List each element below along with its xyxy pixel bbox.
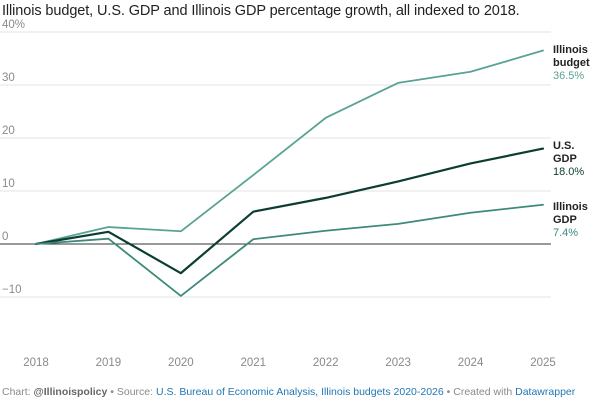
footer-tool-separator: • Created with <box>443 386 516 398</box>
y-tick-label: 20 <box>2 125 15 137</box>
footer-prefix: Chart: <box>2 386 34 398</box>
x-tick-label: 2020 <box>168 357 194 369</box>
x-tick-label: 2025 <box>530 357 556 369</box>
x-tick-label: 2018 <box>23 357 49 369</box>
x-tick-label: 2022 <box>313 357 339 369</box>
series-name-line: Illinois <box>553 44 588 56</box>
y-tick-label: 10 <box>2 178 15 190</box>
gridlines <box>0 31 551 298</box>
series-name-line: budget <box>553 57 590 69</box>
series-end-labels: Illinoisbudget36.5%U.S.GDP18.0%IllinoisG… <box>553 44 590 239</box>
series-line <box>34 147 545 275</box>
series-name-line: U.S. <box>553 140 574 152</box>
series-lines <box>34 49 545 297</box>
series-end-value: 18.0% <box>553 166 584 178</box>
datawrapper-link[interactable]: Datawrapper <box>515 386 576 398</box>
series-end-value: 7.4% <box>553 227 578 239</box>
x-tick-label: 2019 <box>96 357 122 369</box>
x-tick-label: 2024 <box>458 357 484 369</box>
series-name-line: Illinois <box>553 201 588 213</box>
x-axis-tick-labels: 2018 2019 2020 2021 2022 2023 2024 2025 <box>23 357 556 369</box>
x-tick-label: 2023 <box>385 357 411 369</box>
series-name-line: GDP <box>553 214 577 226</box>
series-line <box>35 203 544 297</box>
y-tick-label: −10 <box>2 284 22 296</box>
x-tick-label: 2021 <box>240 357 266 369</box>
series-name-line: GDP <box>553 153 577 165</box>
footer-handle: @Illinoispolicy <box>33 386 108 398</box>
chart-footer: Chart: @Illinoispolicy • Source: U.S. Bu… <box>2 386 575 398</box>
y-axis-tick-labels: 40% 30 20 10 0 −10 <box>2 19 25 296</box>
footer-source-separator: • Source: <box>107 386 156 398</box>
series-end-value: 36.5% <box>553 70 584 82</box>
y-tick-label: 40% <box>2 19 25 31</box>
series-line <box>35 49 544 245</box>
y-tick-label: 30 <box>2 72 15 84</box>
y-tick-label: 0 <box>2 231 8 243</box>
source-link[interactable]: U.S. Bureau of Economic Analysis, Illino… <box>155 386 444 398</box>
chart-title: Illinois budget, U.S. GDP and Illinois G… <box>2 3 520 19</box>
